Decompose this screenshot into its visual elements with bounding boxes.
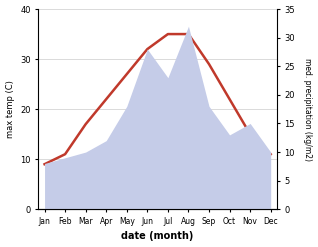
- Y-axis label: med. precipitation (kg/m2): med. precipitation (kg/m2): [303, 58, 313, 161]
- Y-axis label: max temp (C): max temp (C): [5, 80, 15, 138]
- X-axis label: date (month): date (month): [121, 231, 194, 242]
